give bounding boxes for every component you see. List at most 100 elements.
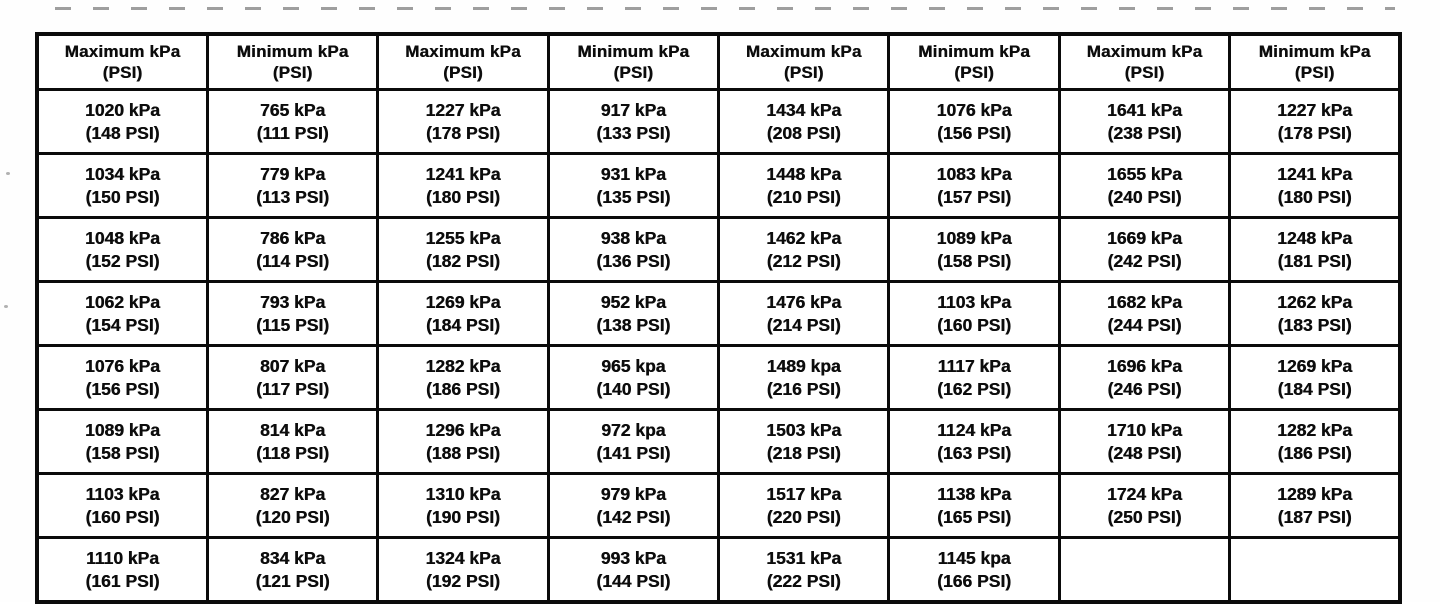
kpa-value: 1138 kPa xyxy=(890,483,1057,506)
kpa-value: 1696 kPa xyxy=(1061,355,1228,378)
data-cell: 1103 kPa(160 PSI) xyxy=(889,282,1059,346)
psi-value: (148 PSI) xyxy=(39,122,206,145)
psi-value: (140 PSI) xyxy=(550,378,717,401)
psi-value: (192 PSI) xyxy=(379,570,546,593)
kpa-value: 779 kPa xyxy=(209,163,376,186)
psi-value: (141 PSI) xyxy=(550,442,717,465)
psi-value: (186 PSI) xyxy=(379,378,546,401)
header-title: Minimum kPa xyxy=(209,41,376,62)
psi-value: (244 PSI) xyxy=(1061,314,1228,337)
data-cell: 814 kPa(118 PSI) xyxy=(207,410,377,474)
psi-value: (222 PSI) xyxy=(720,570,887,593)
header-title: Maximum kPa xyxy=(39,41,206,62)
kpa-value: 1289 kPa xyxy=(1231,483,1398,506)
kpa-value: 952 kPa xyxy=(550,291,717,314)
data-cell: 952 kPa(138 PSI) xyxy=(548,282,718,346)
kpa-value: 1641 kPa xyxy=(1061,99,1228,122)
data-cell: 834 kPa(121 PSI) xyxy=(207,538,377,603)
psi-value: (163 PSI) xyxy=(890,442,1057,465)
kpa-value: 1669 kPa xyxy=(1061,227,1228,250)
kpa-value: 1269 kPa xyxy=(379,291,546,314)
data-cell: 1476 kPa(214 PSI) xyxy=(719,282,889,346)
data-cell: 1434 kPa(208 PSI) xyxy=(719,90,889,154)
data-cell: 993 kPa(144 PSI) xyxy=(548,538,718,603)
data-cell: 1282 kPa(186 PSI) xyxy=(378,346,548,410)
psi-value: (118 PSI) xyxy=(209,442,376,465)
kpa-value: 1241 kPa xyxy=(379,163,546,186)
psi-value: (208 PSI) xyxy=(720,122,887,145)
psi-value: (250 PSI) xyxy=(1061,506,1228,529)
data-cell: 1241 kPa(180 PSI) xyxy=(378,154,548,218)
kpa-value: 931 kPa xyxy=(550,163,717,186)
data-cell: 779 kPa(113 PSI) xyxy=(207,154,377,218)
data-cell: 1669 kPa(242 PSI) xyxy=(1059,218,1229,282)
psi-value: (180 PSI) xyxy=(1231,186,1398,209)
psi-value: (186 PSI) xyxy=(1231,442,1398,465)
data-cell: 827 kPa(120 PSI) xyxy=(207,474,377,538)
kpa-value: 1296 kPa xyxy=(379,419,546,442)
data-cell: 1227 kPa(178 PSI) xyxy=(1230,90,1400,154)
header-cell: Minimum kPa(PSI) xyxy=(207,34,377,90)
kpa-value: 1255 kPa xyxy=(379,227,546,250)
kpa-value: 1034 kPa xyxy=(39,163,206,186)
table-row: 1110 kPa(161 PSI)834 kPa(121 PSI)1324 kP… xyxy=(37,538,1400,603)
psi-value: (238 PSI) xyxy=(1061,122,1228,145)
data-cell: 1076 kPa(156 PSI) xyxy=(37,346,207,410)
psi-value: (120 PSI) xyxy=(209,506,376,529)
kpa-value: 786 kPa xyxy=(209,227,376,250)
data-cell: 1083 kPa(157 PSI) xyxy=(889,154,1059,218)
data-cell: 1724 kPa(250 PSI) xyxy=(1059,474,1229,538)
kpa-value: 1089 kPa xyxy=(890,227,1057,250)
data-cell: 1503 kPa(218 PSI) xyxy=(719,410,889,474)
kpa-value: 1282 kPa xyxy=(1231,419,1398,442)
scan-noise xyxy=(4,305,8,308)
kpa-value: 1048 kPa xyxy=(39,227,206,250)
data-cell: 1138 kPa(165 PSI) xyxy=(889,474,1059,538)
psi-value: (142 PSI) xyxy=(550,506,717,529)
header-cell: Maximum kPa(PSI) xyxy=(719,34,889,90)
scan-noise xyxy=(6,172,10,175)
header-cell: Maximum kPa(PSI) xyxy=(1059,34,1229,90)
psi-value: (161 PSI) xyxy=(39,570,206,593)
data-cell: 1641 kPa(238 PSI) xyxy=(1059,90,1229,154)
table-header-row: Maximum kPa(PSI)Minimum kPa(PSI)Maximum … xyxy=(37,34,1400,90)
data-cell: 1020 kPa(148 PSI) xyxy=(37,90,207,154)
header-row: Maximum kPa(PSI)Minimum kPa(PSI)Maximum … xyxy=(37,34,1400,90)
psi-value: (160 PSI) xyxy=(890,314,1057,337)
psi-value: (184 PSI) xyxy=(1231,378,1398,401)
data-cell: 793 kPa(115 PSI) xyxy=(207,282,377,346)
kpa-value: 938 kPa xyxy=(550,227,717,250)
psi-value: (160 PSI) xyxy=(39,506,206,529)
kpa-value: 827 kPa xyxy=(209,483,376,506)
data-cell: 1655 kPa(240 PSI) xyxy=(1059,154,1229,218)
data-cell: 1448 kPa(210 PSI) xyxy=(719,154,889,218)
psi-value: (166 PSI) xyxy=(890,570,1057,593)
header-title: Maximum kPa xyxy=(379,41,546,62)
kpa-value: 1076 kPa xyxy=(890,99,1057,122)
psi-value: (210 PSI) xyxy=(720,186,887,209)
header-sub: (PSI) xyxy=(890,62,1057,83)
kpa-value: 1062 kPa xyxy=(39,291,206,314)
psi-value: (216 PSI) xyxy=(720,378,887,401)
kpa-value: 834 kPa xyxy=(209,547,376,570)
data-cell: 1103 kPa(160 PSI) xyxy=(37,474,207,538)
kpa-value: 1434 kPa xyxy=(720,99,887,122)
kpa-value: 1310 kPa xyxy=(379,483,546,506)
table-row: 1103 kPa(160 PSI)827 kPa(120 PSI)1310 kP… xyxy=(37,474,1400,538)
kpa-value: 1476 kPa xyxy=(720,291,887,314)
header-title: Maximum kPa xyxy=(1061,41,1228,62)
kpa-value: 1020 kPa xyxy=(39,99,206,122)
kpa-value: 1241 kPa xyxy=(1231,163,1398,186)
psi-value: (240 PSI) xyxy=(1061,186,1228,209)
empty-cell xyxy=(1230,538,1400,603)
kpa-value: 1083 kPa xyxy=(890,163,1057,186)
kpa-value: 1117 kPa xyxy=(890,355,1057,378)
header-title: Maximum kPa xyxy=(720,41,887,62)
data-cell: 1710 kPa(248 PSI) xyxy=(1059,410,1229,474)
data-cell: 965 kpa(140 PSI) xyxy=(548,346,718,410)
data-cell: 1089 kPa(158 PSI) xyxy=(37,410,207,474)
psi-value: (133 PSI) xyxy=(550,122,717,145)
header-sub: (PSI) xyxy=(39,62,206,83)
data-cell: 1034 kPa(150 PSI) xyxy=(37,154,207,218)
data-cell: 972 kpa(141 PSI) xyxy=(548,410,718,474)
